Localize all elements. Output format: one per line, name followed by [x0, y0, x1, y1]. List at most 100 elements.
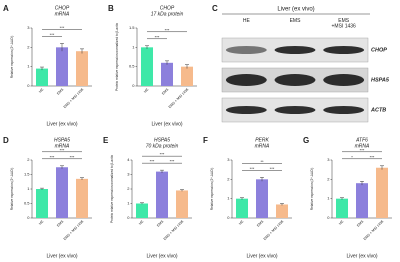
- panel-letter: F: [203, 136, 208, 145]
- sig-label: ***: [250, 166, 255, 171]
- y-tick-label: 2: [27, 44, 30, 49]
- chart-subtitle: mRNA: [355, 143, 370, 149]
- panel-letter: E: [103, 136, 109, 145]
- panel-letter: D: [3, 136, 9, 145]
- x-tick-label: EMS: [161, 87, 170, 96]
- lane-label-line: EMS: [338, 18, 350, 24]
- bar: [376, 167, 388, 218]
- y-axis-label: Relative expression (2^-ΔΔCt): [210, 168, 214, 211]
- y-tick-label: 3: [227, 157, 230, 162]
- x-axis-label: Liver (ex vivo): [246, 253, 277, 259]
- sig-label: **: [260, 159, 264, 164]
- y-axis-label: Relative expression (2^-ΔΔCt): [10, 168, 14, 211]
- row-label: ACTB: [370, 107, 386, 113]
- bar: [76, 51, 88, 86]
- x-tick-label: HE: [38, 219, 45, 226]
- y-tick-label: 1: [227, 196, 230, 201]
- y-tick-label: 0.5: [129, 64, 135, 69]
- lane-label: EMS: [290, 18, 302, 24]
- y-tick-label: 4: [127, 157, 130, 162]
- lane-label-line: EMS: [290, 18, 302, 24]
- sig-label: *: [351, 154, 353, 159]
- blot-title: Liver (ex vivo): [277, 7, 314, 13]
- y-tick-label: 0.5: [24, 201, 30, 206]
- bar: [36, 68, 48, 86]
- blot-band: [225, 106, 267, 114]
- panel-letter: G: [303, 136, 309, 145]
- x-axis-label: Liver (ex vivo): [146, 253, 177, 259]
- bar: [181, 66, 193, 86]
- blot-band: [274, 46, 316, 54]
- chart-title: HSPA5: [154, 137, 170, 143]
- y-tick-label: 1: [27, 186, 30, 191]
- y-axis-label: Protein relative expression normalized t…: [110, 155, 114, 223]
- chart-title: CHOP: [160, 5, 175, 11]
- sig-label: ***: [50, 32, 55, 37]
- sig-label: ***: [155, 34, 160, 39]
- chart-title: ATF6: [355, 137, 368, 143]
- y-tick-label: 2: [27, 157, 30, 162]
- x-tick-label: EMS: [156, 219, 165, 228]
- blot-band: [225, 46, 267, 54]
- bar: [176, 190, 188, 218]
- y-tick-label: 1: [127, 201, 130, 206]
- x-tick-label: EMS + MSI 1436: [363, 219, 385, 241]
- bar: [236, 198, 248, 218]
- x-tick-label: HE: [238, 219, 245, 226]
- x-tick-label: EMS + MSI 1436: [163, 219, 185, 241]
- sig-label: ***: [170, 159, 175, 164]
- x-tick-label: EMS + MSI 1436: [63, 87, 85, 109]
- chart-subtitle: mRNA: [55, 143, 70, 149]
- y-axis-label: Relative expression (2^-ΔΔCt): [310, 168, 314, 211]
- blot-band: [225, 74, 267, 86]
- y-tick-label: 2: [327, 176, 330, 181]
- chart-title: PERK: [255, 137, 269, 143]
- y-tick-label: 0: [127, 215, 130, 220]
- row-label: HSPA5: [371, 77, 390, 83]
- y-tick-label: 0: [227, 215, 230, 220]
- y-tick-label: 1: [27, 64, 30, 69]
- bar: [136, 203, 148, 218]
- chart-subtitle: mRNA: [255, 143, 270, 149]
- y-tick-label: 1.5: [129, 25, 135, 30]
- bar: [156, 171, 168, 218]
- y-tick-label: 3: [27, 25, 30, 30]
- sig-label: ***: [70, 154, 75, 159]
- blot-band: [323, 74, 365, 86]
- x-tick-label: HE: [338, 219, 345, 226]
- sig-label: ***: [165, 27, 170, 32]
- sig-label: ***: [60, 25, 65, 30]
- chart-subtitle: 17 kDa protein: [151, 11, 184, 17]
- bar: [56, 167, 68, 218]
- x-axis-label: Liver (ex vivo): [46, 121, 77, 127]
- y-tick-label: 3: [327, 157, 330, 162]
- bar: [276, 204, 288, 218]
- x-tick-label: EMS: [256, 219, 265, 228]
- sig-label: ***: [160, 152, 165, 157]
- y-axis-label: Relative expression (2^-ΔΔCt): [10, 36, 14, 79]
- y-tick-label: 0: [132, 83, 135, 88]
- x-tick-label: EMS: [56, 219, 65, 228]
- y-tick-label: 3: [127, 172, 130, 177]
- x-axis-label: Liver (ex vivo): [46, 253, 77, 259]
- x-tick-label: EMS + MSI 1436: [168, 87, 190, 109]
- x-tick-label: HE: [138, 219, 145, 226]
- y-axis-label: Protein relative expression normalized t…: [115, 23, 119, 91]
- panel-letter: C: [212, 4, 218, 13]
- lane-label: EMS +MSI 1436: [332, 18, 357, 30]
- sig-label: ***: [270, 166, 275, 171]
- row-label: CHOP: [371, 47, 387, 53]
- y-tick-label: 0: [27, 215, 30, 220]
- bar: [56, 47, 68, 86]
- blot-band: [274, 74, 316, 86]
- y-tick-label: 1.5: [24, 172, 30, 177]
- y-tick-label: 1: [327, 196, 330, 201]
- lane-label-line: HE: [243, 18, 251, 24]
- blot-band: [323, 106, 365, 114]
- bar: [141, 47, 153, 86]
- chart-subtitle: mRNA: [55, 11, 70, 17]
- x-axis-label: Liver (ex vivo): [151, 121, 182, 127]
- y-tick-label: 0: [27, 83, 30, 88]
- x-tick-label: EMS: [356, 219, 365, 228]
